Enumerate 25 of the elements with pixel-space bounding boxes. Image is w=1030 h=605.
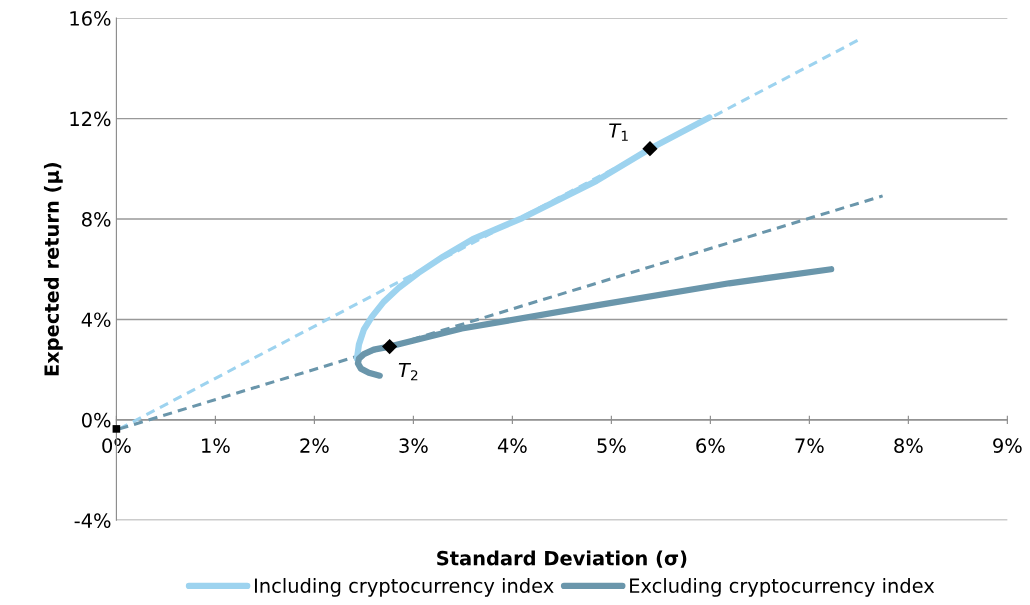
x-tick-label: 8%	[894, 438, 923, 453]
point	[382, 338, 398, 355]
x-tick-label: 6%	[696, 438, 725, 453]
x-tick-label: 3%	[399, 438, 428, 453]
point	[642, 141, 658, 157]
annotation: T$_{1}$	[609, 123, 628, 141]
y-axis-title: Expected return (μ)	[43, 162, 63, 376]
legend-label: Excluding cryptocurrency index	[630, 577, 935, 597]
x-tick-label: 2%	[300, 438, 329, 453]
y-tick-label: 12%	[70, 111, 111, 127]
x-tick-label: 7%	[795, 438, 824, 453]
y-tick-label: 4%	[81, 312, 111, 328]
x-tick-label: 4%	[497, 438, 527, 453]
annotation: T$_{2}$	[398, 362, 418, 381]
y-tick-label: 16%	[70, 11, 111, 26]
x-tick-label: 9%	[993, 438, 1022, 453]
y-tick-label: 8%	[82, 211, 111, 227]
y-tick-label: 0%	[81, 412, 111, 428]
x-tick-label: 0%	[102, 438, 131, 453]
point	[112, 425, 121, 433]
legend-label: Including cryptocurrency index	[255, 577, 554, 597]
x-tick-label: 1%	[202, 438, 230, 453]
y-tick-label: -4%	[74, 513, 111, 528]
x-tick-label: 5%	[597, 438, 626, 453]
x-axis-title: Standard Deviation (σ)	[437, 550, 687, 568]
